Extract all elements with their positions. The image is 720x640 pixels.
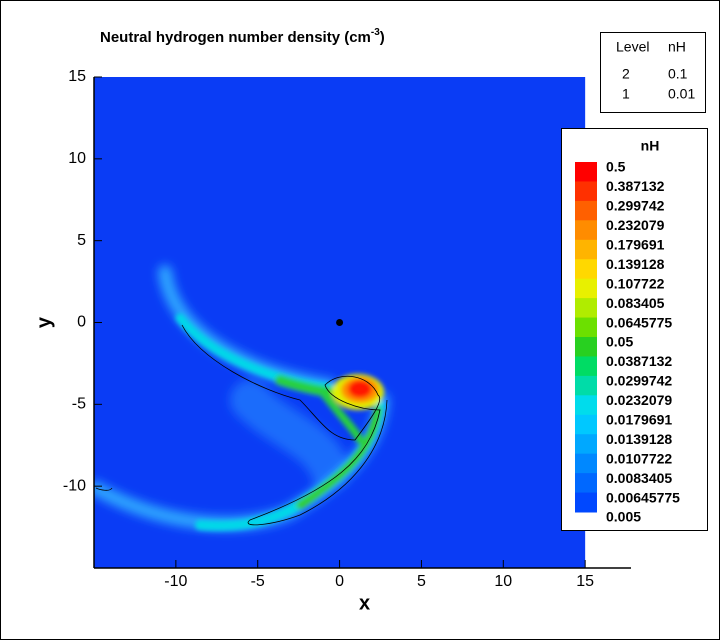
x-tick-label: -5 (251, 573, 265, 590)
colorbar-cell (575, 356, 597, 377)
colorbar-label: 0.0107722 (606, 450, 672, 466)
marker (336, 319, 344, 326)
colorbar-label: 0.005 (606, 509, 641, 525)
colorbar-cell (575, 414, 597, 435)
legend-cell: 0.01 (668, 86, 695, 102)
colorbar-label: 0.0232079 (606, 392, 672, 408)
colorbar-label: 0.0139128 (606, 431, 672, 447)
colorbar-label: 0.083405 (606, 295, 665, 311)
colorbar-label: 0.00645775 (606, 489, 680, 505)
colorbar-label: 0.387132 (606, 178, 665, 194)
x-tick-label: 5 (417, 573, 426, 590)
colorbar-cell (575, 434, 597, 455)
colorbar-label: 0.139128 (606, 256, 665, 272)
colorbar-title: nH (641, 138, 660, 154)
colorbar-cell (575, 473, 597, 494)
legend-header: nH (668, 39, 686, 55)
colorbar-label: 0.5 (606, 159, 626, 175)
colorbar-label: 0.232079 (606, 217, 665, 233)
colorbar-cell (575, 181, 597, 202)
y-tick-label: 15 (68, 68, 86, 85)
x-tick-label: 0 (335, 573, 344, 590)
colorbar-label: 0.0387132 (606, 353, 672, 369)
y-axis-label: y (33, 316, 55, 328)
colorbar-label: 0.299742 (606, 198, 665, 214)
colorbar-cell (575, 395, 597, 416)
colorbar-cell (575, 375, 597, 396)
contour-legend-box (600, 32, 706, 113)
colorbar-cell (575, 278, 597, 299)
y-tick-label: 0 (77, 314, 86, 331)
x-tick-label: 10 (494, 573, 512, 590)
colorbar-cell (575, 337, 597, 357)
x-tick-label: -10 (164, 573, 187, 590)
x-axis-label: x (359, 592, 370, 614)
colorbar-cell (575, 239, 597, 260)
colorbar-label: 0.05 (606, 334, 633, 350)
colorbar-cell (575, 200, 597, 221)
legend-cell: 2 (622, 66, 630, 82)
colorbar-label: 0.0179691 (606, 411, 672, 427)
colorbar-label: 0.179691 (606, 236, 665, 252)
colorbar-cell (575, 492, 597, 513)
x-tick-label: 15 (576, 573, 594, 590)
y-tick-label: 5 (77, 232, 86, 249)
y-tick-label: -5 (72, 396, 86, 413)
chart-title: Neutral hydrogen number density (cm-3) (100, 27, 385, 46)
colorbar-label: 0.107722 (606, 275, 665, 291)
colorbar-cell (575, 259, 597, 280)
density-field (94, 265, 389, 531)
legend-header: Level (616, 39, 649, 55)
y-tick-label: 10 (68, 150, 86, 167)
colorbar-cell (575, 317, 597, 338)
colorbar-cell (575, 220, 597, 241)
colorbar-label: 0.0083405 (606, 470, 672, 486)
colorbar-cell (575, 298, 597, 319)
colorbar-cell (575, 453, 597, 474)
colorbar-cell (575, 162, 597, 182)
colorbar-label: 0.0299742 (606, 373, 672, 389)
y-tick-label: -10 (63, 477, 86, 494)
colorbar-label: 0.0645775 (606, 314, 672, 330)
legend-cell: 0.1 (668, 66, 688, 82)
legend-cell: 1 (622, 86, 630, 102)
